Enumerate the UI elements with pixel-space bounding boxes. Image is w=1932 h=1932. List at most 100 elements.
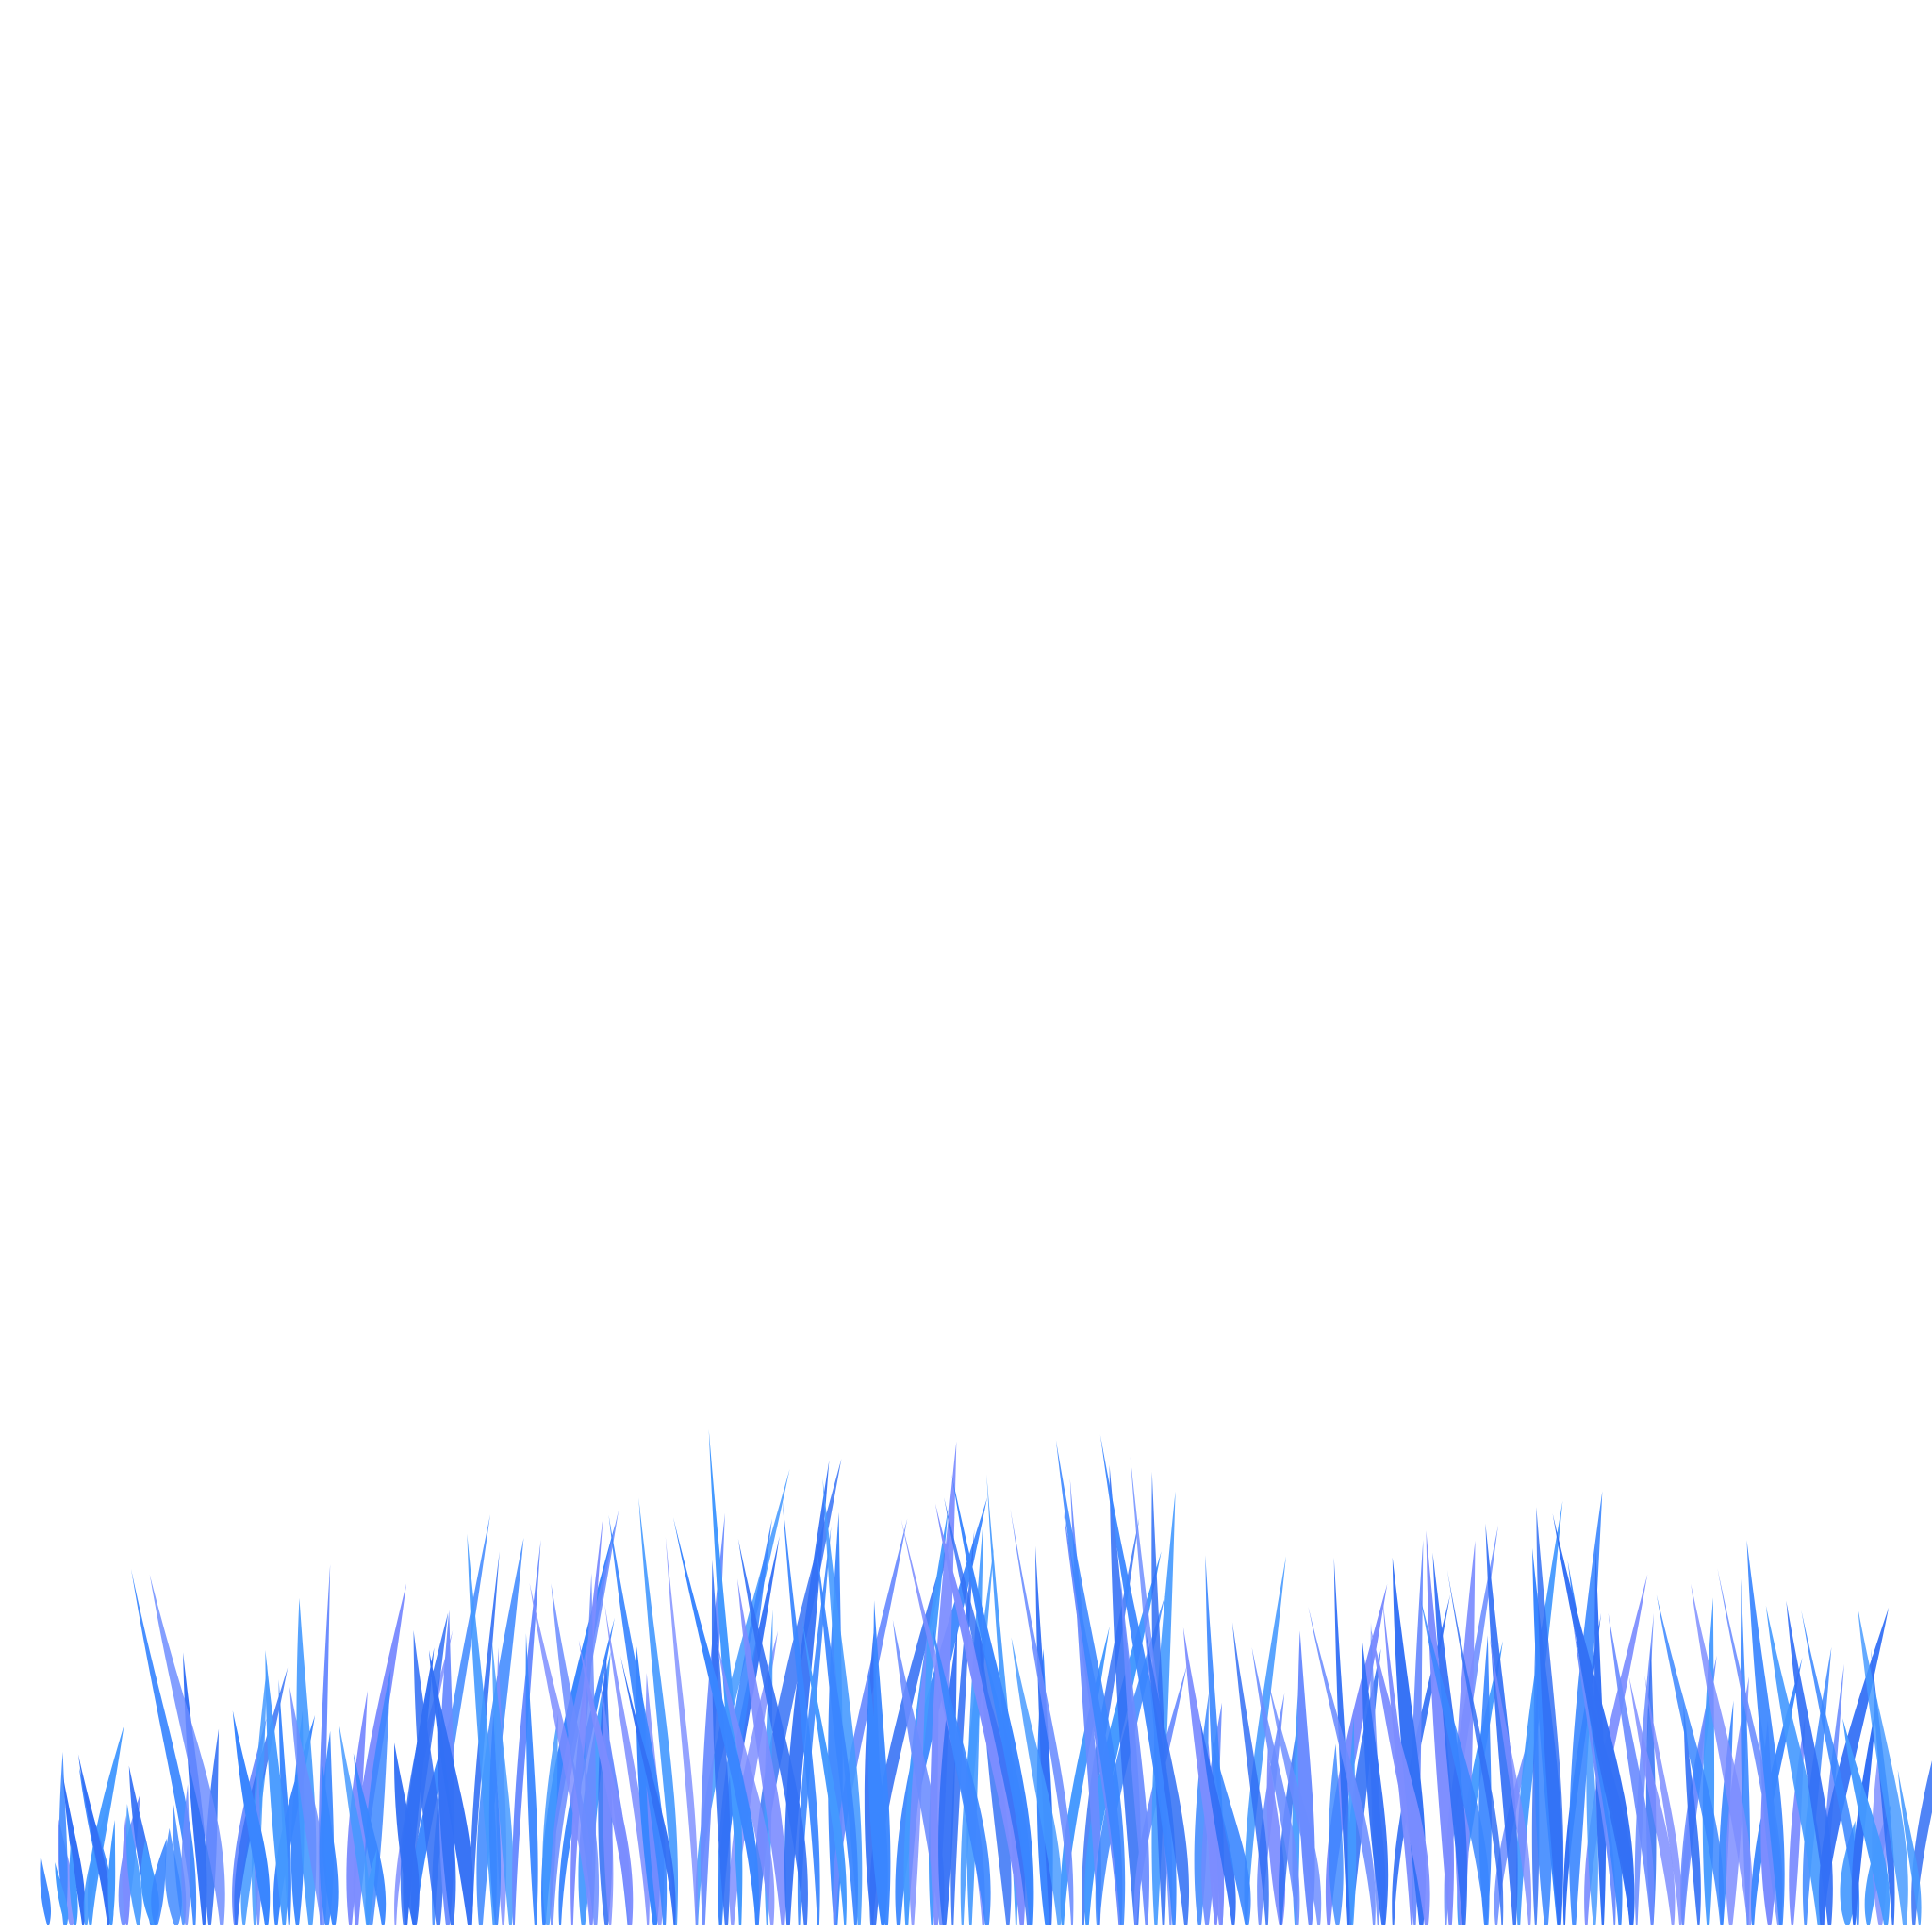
grass-blades-group: [40, 1429, 1932, 1925]
grass-blade: [873, 1600, 891, 1925]
grass-blade: [1897, 1769, 1922, 1925]
grass-blade: [1199, 1719, 1236, 1925]
grass-blade: [321, 1765, 339, 1925]
grass-blade: [1011, 1637, 1063, 1925]
grass-blade: [1362, 1639, 1389, 1925]
grass-blade: [1328, 1743, 1344, 1925]
grass-blade: [665, 1536, 699, 1925]
grass-blade: [1683, 1701, 1701, 1925]
grass-blade: [1644, 1675, 1682, 1925]
grass-blade: [289, 1686, 327, 1925]
grass-blade: [619, 1655, 676, 1925]
grass-blade: [346, 1691, 368, 1925]
grass-blade: [1182, 1627, 1225, 1925]
grass-blade: [1251, 1646, 1300, 1925]
grass-blade: [1420, 1597, 1490, 1925]
grass-blade: [1801, 1610, 1860, 1925]
grass-blade: [1063, 1511, 1123, 1925]
grass-blade: [1765, 1605, 1824, 1925]
grass-blade: [1608, 1612, 1655, 1925]
grass-blade: [718, 1535, 780, 1925]
grass-blade: [125, 1804, 142, 1925]
grass-blade: [672, 1517, 760, 1925]
grass-blade: [1347, 1716, 1357, 1925]
grass-blade: [58, 1751, 68, 1925]
grass-blade: [801, 1616, 847, 1925]
grass-blade: [1457, 1641, 1503, 1925]
grass-blade: [164, 1827, 182, 1925]
grass-blade: [938, 1629, 958, 1925]
grass-blade: [1656, 1594, 1725, 1925]
grass-blade: [1133, 1665, 1187, 1925]
grass-blade: [817, 1548, 858, 1925]
grass-blade: [1746, 1540, 1785, 1925]
grass-blade: [1786, 1600, 1833, 1925]
grass-blade: [578, 1640, 634, 1925]
grass-blade: [1308, 1606, 1376, 1925]
grass-blade: [278, 1679, 291, 1925]
grass-blade: [525, 1633, 538, 1925]
grass-blade: [1244, 1556, 1286, 1925]
grass-blade: [1552, 1513, 1635, 1925]
grass-blade: [529, 1582, 594, 1925]
grass-blade: [737, 1538, 808, 1925]
grass-sprout: [69, 1843, 78, 1925]
grass-blade: [62, 1775, 86, 1925]
grass-blade: [737, 1578, 786, 1925]
grass-blade: [1842, 1718, 1891, 1925]
grass-blade: [87, 1725, 124, 1925]
grass-blade: [122, 1815, 130, 1925]
grass-blade: [394, 1742, 420, 1925]
grass-blade: [1489, 1636, 1532, 1925]
grass-blade: [1146, 1631, 1190, 1925]
grass-blade: [1212, 1739, 1251, 1925]
grass-blade: [488, 1714, 502, 1925]
grass-blade: [1572, 1614, 1616, 1925]
grass-blade: [130, 1568, 197, 1925]
grass-sprout: [365, 1848, 377, 1925]
grass-blade: [797, 1526, 832, 1925]
grass-blade: [232, 1710, 271, 1925]
grass-blade: [181, 1784, 191, 1925]
grass-blade: [1536, 1507, 1564, 1925]
grass-blade: [550, 1510, 619, 1925]
grass-blade: [339, 1722, 370, 1925]
grass-blade: [951, 1474, 1034, 1925]
grass-blade: [1268, 1682, 1322, 1925]
grass-blade: [570, 1516, 603, 1925]
grass-blade: [353, 1753, 387, 1925]
grass-blade: [151, 1838, 168, 1925]
grass-blade: [491, 1641, 514, 1925]
grass-blade: [1691, 1583, 1753, 1925]
grass-blade: [1109, 1464, 1141, 1925]
grass-blade: [265, 1649, 289, 1925]
grass-blade: [934, 1503, 1026, 1925]
grass-blade: [718, 1518, 772, 1925]
grass-blade: [1120, 1578, 1150, 1925]
grass-blade: [551, 1583, 600, 1925]
grass-blade: [1858, 1607, 1908, 1925]
grass-sprout: [55, 1862, 69, 1925]
grass-blade: [711, 1560, 731, 1925]
grass-blade: [716, 1639, 775, 1925]
grass-blade: [944, 1497, 1032, 1925]
grass-blade: [413, 1629, 443, 1925]
grass-blade: [638, 1497, 679, 1925]
grass-blade: [1426, 1530, 1454, 1925]
grass-blade: [604, 1604, 650, 1925]
grass-blade: [40, 1855, 52, 1925]
grass-blade: [1584, 1574, 1648, 1925]
grass-blade: [932, 1624, 991, 1925]
grass-blade: [1231, 1622, 1269, 1925]
grass-blade: [1586, 1675, 1598, 1925]
grass-blade: [1444, 1525, 1498, 1925]
grass-blade: [1099, 1434, 1177, 1925]
grass-blade: [149, 1574, 225, 1925]
grass-blade: [1055, 1440, 1126, 1925]
grass-blade: [782, 1499, 820, 1925]
grass-blade: [1577, 1641, 1635, 1925]
grass-sprout: [107, 1820, 116, 1925]
grass-blade: [77, 1754, 110, 1925]
